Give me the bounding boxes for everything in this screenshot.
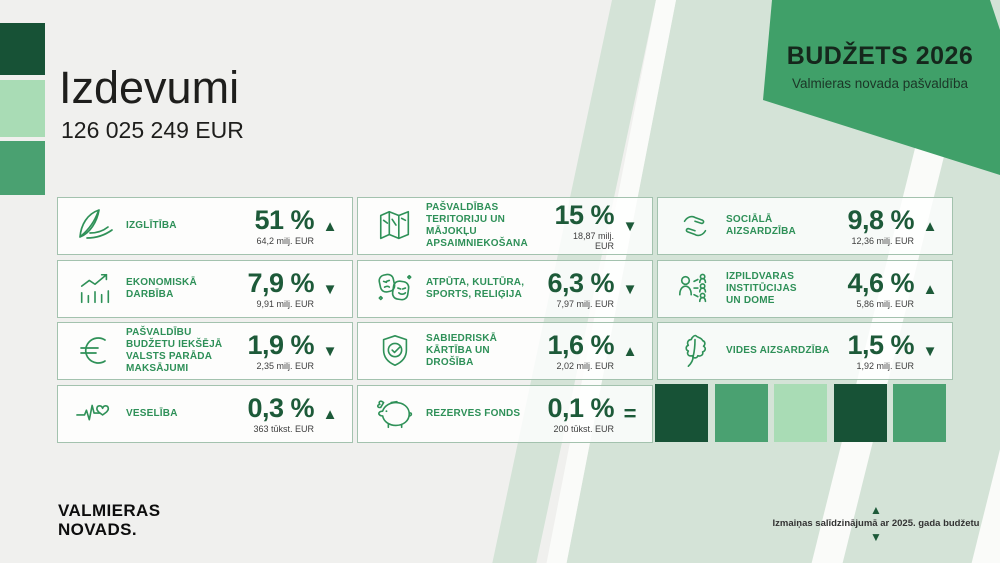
card-label: ATPŪTA, KULTŪRA, SPORTS, RELIĢIJA xyxy=(426,276,525,300)
expense-card: IZPILDVARAS INSTITŪCIJAS UN DOME 4,6 % 5… xyxy=(657,260,953,318)
palette-strip xyxy=(655,384,946,442)
card-amount: 363 tūkst. EUR xyxy=(253,423,314,434)
page-title: Izdevumi xyxy=(59,62,240,113)
quill-icon xyxy=(70,206,120,246)
trend-up-icon: ▲ xyxy=(922,217,938,235)
strip-square-light xyxy=(774,384,827,442)
expense-card: VIDES AIZSARDZĪBA 1,5 % 1,92 milj. EUR ▼ xyxy=(657,322,953,380)
decoration-square-dark xyxy=(0,23,45,75)
piggy-bank-icon xyxy=(370,395,420,433)
expense-card: IZGLĪTĪBA 51 % 64,2 milj. EUR ▲ xyxy=(57,197,353,255)
card-percent: 1,9 % xyxy=(247,329,314,360)
trend-up-icon: ▲ xyxy=(922,280,938,298)
trend-down-icon: ▼ xyxy=(322,280,338,298)
card-percent: 1,6 % xyxy=(547,329,614,360)
theater-masks-icon xyxy=(370,270,420,308)
strip-square-dark xyxy=(655,384,708,442)
expense-card: VESELĪBA 0,3 % 363 tūkst. EUR ▲ xyxy=(57,385,353,443)
trend-down-icon: ▼ xyxy=(622,217,638,235)
card-label: EKONOMISKĀ DARBĪBA xyxy=(126,276,197,300)
card-label: VESELĪBA xyxy=(126,407,178,419)
banner-title: BUDŽETS 2026 xyxy=(786,42,974,70)
card-percent: 0,3 % xyxy=(247,392,314,423)
strip-square-mid xyxy=(714,384,768,442)
caring-hands-icon xyxy=(670,207,720,245)
heartbeat-icon xyxy=(70,395,120,433)
expense-card: EKONOMISKĀ DARBĪBA 7,9 % 9,91 milj. EUR … xyxy=(57,260,353,318)
card-amount: 9,91 milj. EUR xyxy=(256,298,314,309)
total-amount: 126 025 249 EUR xyxy=(61,117,244,143)
trend-down-icon: ▼ xyxy=(622,280,638,298)
expense-card: PAŠVALDĪBAS TERITORIJU UN MĀJOKĻU APSAIM… xyxy=(357,197,653,255)
card-amount: 5,86 milj. EUR xyxy=(856,298,914,309)
card-label: SOCIĀLĀ AIZSARDZĪBA xyxy=(726,213,796,237)
card-label: PAŠVALDĪBAS TERITORIJU UN MĀJOKĻU APSAIM… xyxy=(426,201,528,250)
card-label: VIDES AIZSARDZĪBA xyxy=(726,344,830,356)
card-amount: 200 tūkst. EUR xyxy=(553,423,614,434)
card-percent: 0,1 % xyxy=(547,392,614,423)
card-amount: 2,35 milj. EUR xyxy=(256,360,314,371)
trend-up-icon: ▲ xyxy=(322,217,338,235)
card-percent: 51 % xyxy=(254,204,314,235)
legend-note: ▲ Izmaiņas salīdzinājumā ar 2025. gada b… xyxy=(756,504,996,543)
decoration-square-light xyxy=(0,80,45,137)
expense-card: ATPŪTA, KULTŪRA, SPORTS, RELIĢIJA 6,3 % … xyxy=(357,260,653,318)
card-amount: 2,02 milj. EUR xyxy=(556,360,614,371)
trend-up-icon: ▲ xyxy=(322,405,338,423)
map-icon xyxy=(370,207,420,245)
trend-up-icon: ▲ xyxy=(870,503,882,517)
decoration-square-mid xyxy=(0,141,45,195)
card-percent: 7,9 % xyxy=(247,267,314,298)
bar-chart-icon xyxy=(70,270,120,308)
card-percent: 6,3 % xyxy=(547,267,614,298)
euro-icon xyxy=(70,331,120,371)
card-amount: 1,92 milj. EUR xyxy=(856,360,914,371)
trend-down-icon: ▼ xyxy=(322,342,338,360)
card-percent: 15 % xyxy=(554,199,614,230)
card-label: IZPILDVARAS INSTITŪCIJAS UN DOME xyxy=(726,270,797,307)
card-amount: 18,87 milj. EUR xyxy=(572,230,614,251)
shield-check-icon xyxy=(370,332,420,370)
trend-equal-icon: = xyxy=(623,401,637,426)
card-amount: 64,2 milj. EUR xyxy=(256,235,314,246)
trend-up-icon: ▲ xyxy=(622,342,638,360)
card-amount: 12,36 milj. EUR xyxy=(851,235,914,246)
card-label: PAŠVALDĪBU BUDŽETU IEKŠĒJĀ VALSTS PARĀDA… xyxy=(126,326,223,375)
expense-card: REZERVES FONDS 0,1 % 200 tūkst. EUR = xyxy=(357,385,653,443)
expense-card: SABIEDRISKĀ KĀRTĪBA UN DROŠĪBA 1,6 % 2,0… xyxy=(357,322,653,380)
expense-card: PAŠVALDĪBU BUDŽETU IEKŠĒJĀ VALSTS PARĀDA… xyxy=(57,322,353,380)
trend-down-icon: ▼ xyxy=(922,342,938,360)
oak-leaf-icon xyxy=(670,332,720,370)
org-people-icon xyxy=(670,270,720,308)
card-label: IZGLĪTĪBA xyxy=(126,219,177,231)
expense-card: SOCIĀLĀ AIZSARDZĪBA 9,8 % 12,36 milj. EU… xyxy=(657,197,953,255)
card-percent: 1,5 % xyxy=(847,329,914,360)
strip-square-mid xyxy=(893,384,946,442)
card-amount: 7,97 milj. EUR xyxy=(556,298,614,309)
card-label: SABIEDRISKĀ KĀRTĪBA UN DROŠĪBA xyxy=(426,332,498,369)
trend-down-icon: ▼ xyxy=(870,530,882,544)
legend-note-text: Izmaiņas salīdzinājumā ar 2025. gada bud… xyxy=(772,518,980,529)
card-percent: 9,8 % xyxy=(847,204,914,235)
card-label: REZERVES FONDS xyxy=(426,407,521,419)
card-percent: 4,6 % xyxy=(847,267,914,298)
strip-square-dark xyxy=(833,384,887,442)
valmieras-novads-logo: VALMIERAS NOVADS. xyxy=(58,501,161,539)
banner-subtitle: Valmieras novada pašvaldība xyxy=(791,76,969,91)
